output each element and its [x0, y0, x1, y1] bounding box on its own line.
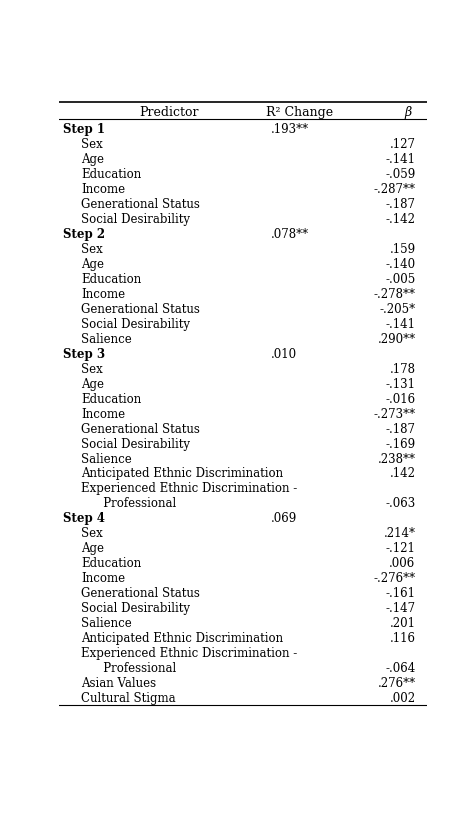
- Text: Sex: Sex: [82, 242, 103, 256]
- Text: .159: .159: [390, 242, 416, 256]
- Text: Anticipated Ethnic Discrimination: Anticipated Ethnic Discrimination: [82, 632, 283, 644]
- Text: .127: .127: [390, 138, 416, 151]
- Text: -.205*: -.205*: [380, 303, 416, 315]
- Text: Age: Age: [82, 542, 104, 555]
- Text: .238**: .238**: [378, 452, 416, 465]
- Text: -.141: -.141: [385, 318, 416, 330]
- Text: -.063: -.063: [385, 497, 416, 509]
- Text: Salience: Salience: [82, 617, 132, 629]
- Text: Predictor: Predictor: [140, 106, 199, 119]
- Text: Income: Income: [82, 407, 126, 420]
- Text: .002: .002: [390, 691, 416, 705]
- Text: Step 2: Step 2: [63, 227, 105, 241]
- Text: .078**: .078**: [271, 227, 309, 241]
- Text: -.005: -.005: [385, 272, 416, 285]
- Text: Generational Status: Generational Status: [82, 422, 200, 435]
- Text: Sex: Sex: [82, 527, 103, 540]
- Text: .214*: .214*: [383, 527, 416, 540]
- Text: .276**: .276**: [377, 676, 416, 690]
- Text: Anticipated Ethnic Discrimination: Anticipated Ethnic Discrimination: [82, 467, 283, 480]
- Text: Salience: Salience: [82, 332, 132, 345]
- Text: Income: Income: [82, 287, 126, 300]
- Text: Step 1: Step 1: [63, 122, 105, 136]
- Text: .069: .069: [271, 512, 297, 525]
- Text: .010: .010: [271, 347, 297, 361]
- Text: -.276**: -.276**: [374, 571, 416, 585]
- Text: Age: Age: [82, 153, 104, 165]
- Text: .006: .006: [389, 557, 416, 570]
- Text: -.142: -.142: [385, 213, 416, 226]
- Text: -.187: -.187: [385, 422, 416, 435]
- Text: -.273**: -.273**: [374, 407, 416, 420]
- Text: Salience: Salience: [82, 452, 132, 465]
- Text: Step 3: Step 3: [63, 347, 105, 361]
- Text: Social Desirability: Social Desirability: [82, 318, 190, 330]
- Text: -.141: -.141: [385, 153, 416, 165]
- Text: Generational Status: Generational Status: [82, 586, 200, 600]
- Text: Sex: Sex: [82, 138, 103, 151]
- Text: Social Desirability: Social Desirability: [82, 213, 190, 226]
- Text: Generational Status: Generational Status: [82, 303, 200, 315]
- Text: -.169: -.169: [385, 437, 416, 450]
- Text: .142: .142: [390, 467, 416, 480]
- Text: β: β: [405, 106, 412, 119]
- Text: Social Desirability: Social Desirability: [82, 437, 190, 450]
- Text: .193**: .193**: [271, 122, 309, 136]
- Text: Age: Age: [82, 377, 104, 390]
- Text: -.059: -.059: [385, 168, 416, 180]
- Text: Sex: Sex: [82, 362, 103, 375]
- Text: -.147: -.147: [385, 601, 416, 614]
- Text: -.064: -.064: [385, 662, 416, 675]
- Text: Income: Income: [82, 183, 126, 195]
- Text: -.287**: -.287**: [374, 183, 416, 195]
- Text: Step 4: Step 4: [63, 512, 105, 525]
- Text: Education: Education: [82, 272, 142, 285]
- Text: .178: .178: [390, 362, 416, 375]
- Text: Professional: Professional: [92, 497, 176, 509]
- Text: .116: .116: [390, 632, 416, 644]
- Text: Asian Values: Asian Values: [82, 676, 156, 690]
- Text: Experienced Ethnic Discrimination -: Experienced Ethnic Discrimination -: [82, 482, 298, 495]
- Text: -.121: -.121: [386, 542, 416, 555]
- Text: -.140: -.140: [385, 257, 416, 270]
- Text: -.016: -.016: [385, 392, 416, 405]
- Text: Age: Age: [82, 257, 104, 270]
- Text: Generational Status: Generational Status: [82, 198, 200, 211]
- Text: R² Change: R² Change: [266, 106, 333, 119]
- Text: Social Desirability: Social Desirability: [82, 601, 190, 614]
- Text: -.161: -.161: [385, 586, 416, 600]
- Text: Income: Income: [82, 571, 126, 585]
- Text: Education: Education: [82, 557, 142, 570]
- Text: Education: Education: [82, 168, 142, 180]
- Text: .201: .201: [390, 617, 416, 629]
- Text: Professional: Professional: [92, 662, 176, 675]
- Text: Cultural Stigma: Cultural Stigma: [82, 691, 176, 705]
- Text: .290**: .290**: [377, 332, 416, 345]
- Text: -.278**: -.278**: [374, 287, 416, 300]
- Text: -.131: -.131: [385, 377, 416, 390]
- Text: Education: Education: [82, 392, 142, 405]
- Text: Experienced Ethnic Discrimination -: Experienced Ethnic Discrimination -: [82, 647, 298, 659]
- Text: -.187: -.187: [385, 198, 416, 211]
